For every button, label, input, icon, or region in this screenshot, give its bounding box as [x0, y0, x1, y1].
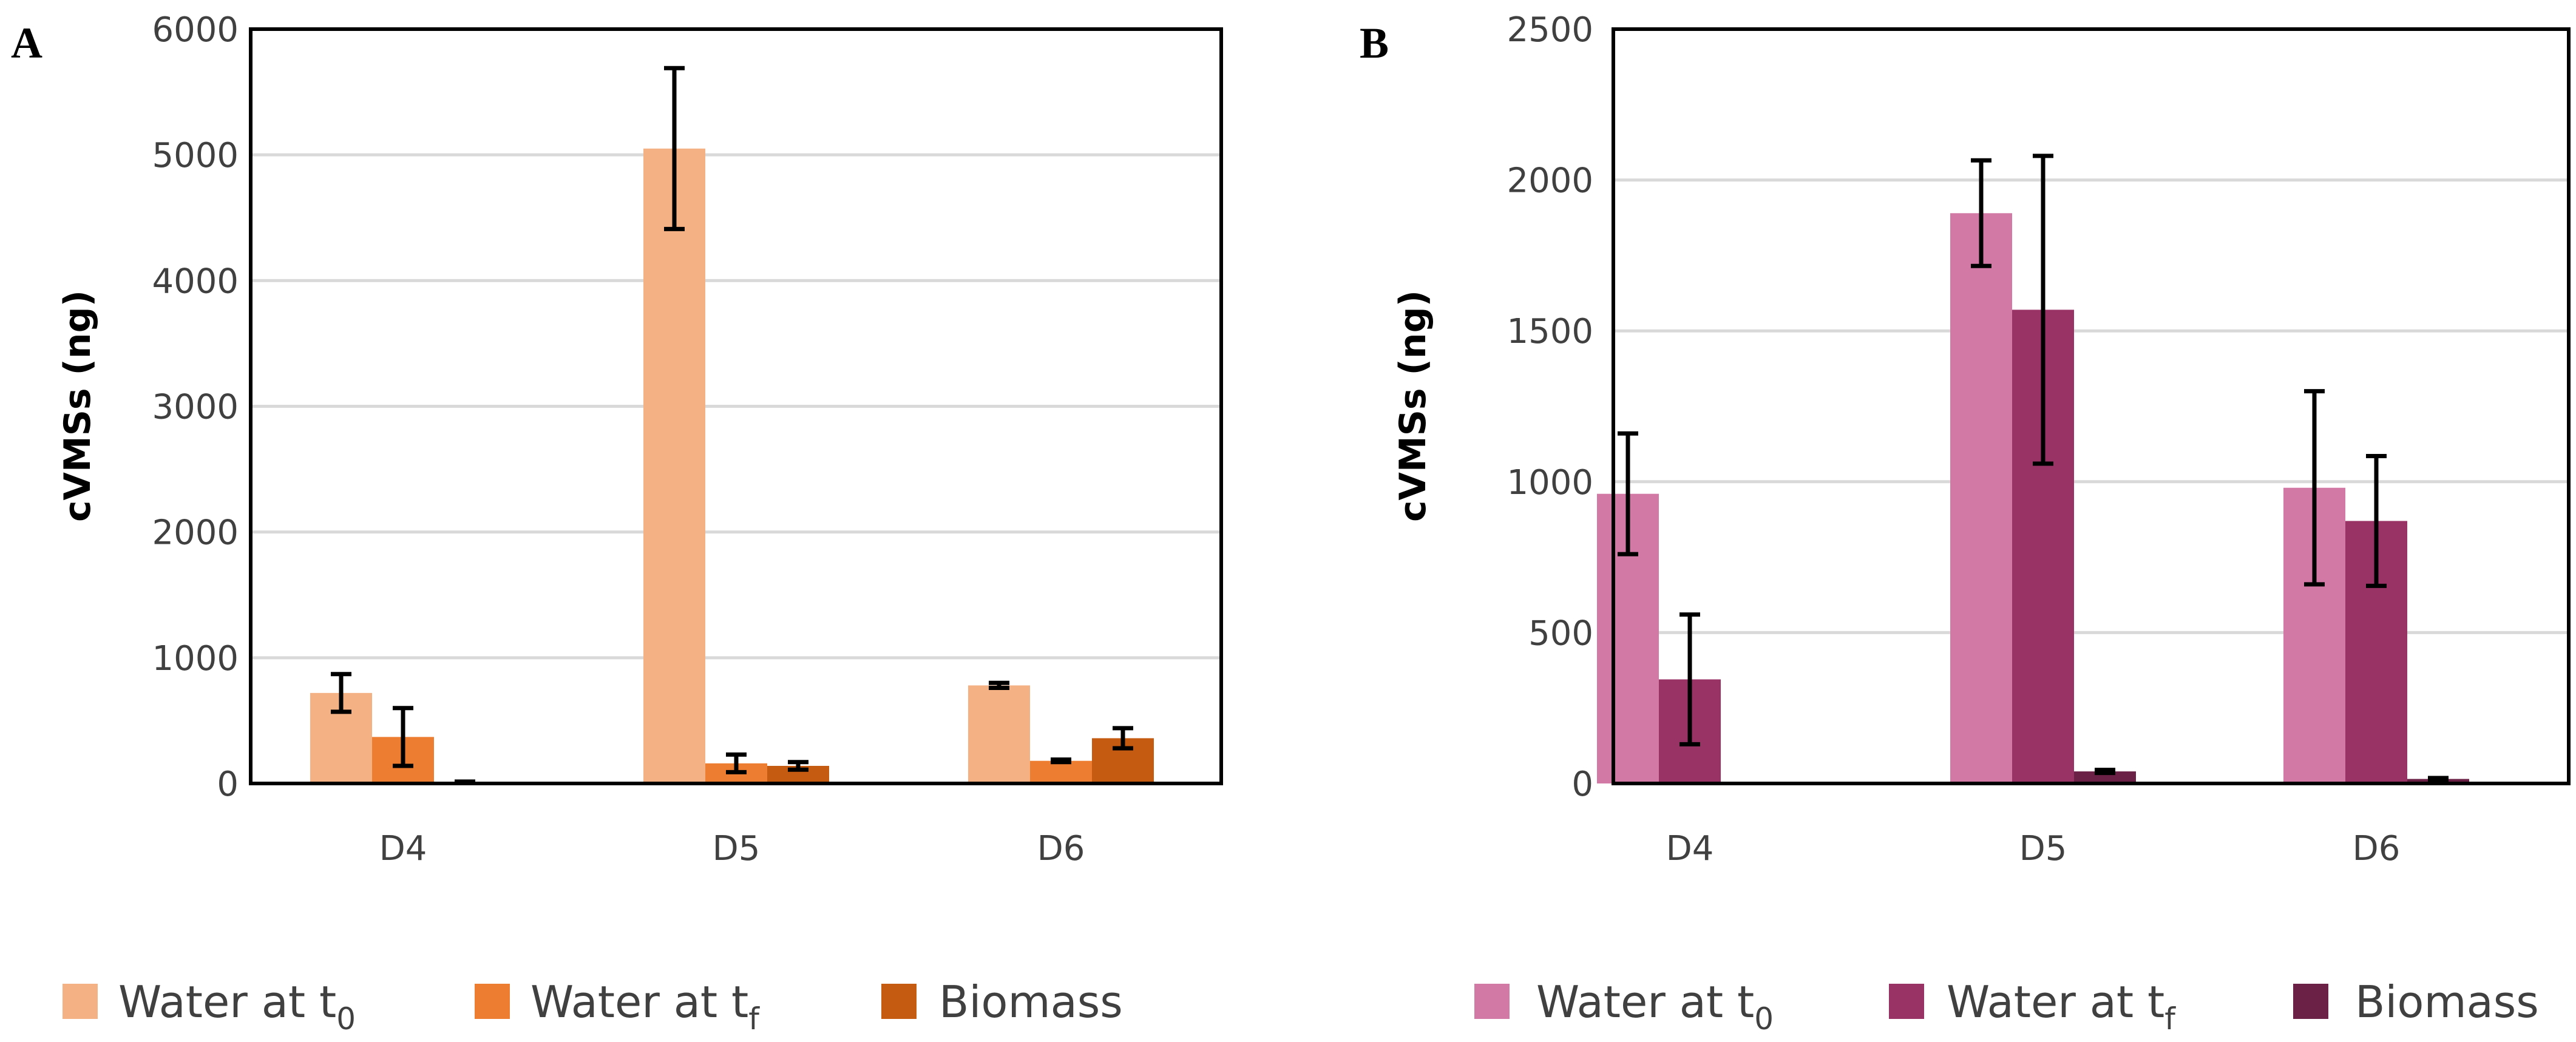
chart-a-y-tick-label: 0 — [217, 765, 239, 804]
chart-b-legend-label: Water at tf — [1947, 976, 2176, 1037]
chart-a-legend-label: Biomass — [939, 976, 1123, 1027]
chart-a-bar — [643, 148, 705, 783]
chart-b-gridlines — [1613, 178, 2569, 634]
chart-a-legend-swatch — [63, 984, 98, 1019]
chart-b-x-tick-label: D6 — [2353, 829, 2401, 868]
chart-b-y-tick-label: 500 — [1528, 614, 1593, 653]
chart-a-x-tick-label: D4 — [379, 829, 427, 868]
chart-b-legend-subscript: 0 — [1754, 1001, 1774, 1037]
chart-b-legend-label: Water at t0 — [1536, 976, 1774, 1037]
chart-b-y-tick-label: 2000 — [1507, 161, 1593, 201]
chart-b-y-tick-label: 1000 — [1507, 463, 1593, 502]
chart-a-error-bar — [393, 706, 413, 768]
chart-b-error-bars — [1618, 154, 2449, 782]
chart-a-y-tick-label: 2000 — [152, 513, 239, 553]
chart-b-error-bar — [1618, 431, 1638, 557]
chart-a-y-axis-title: cVMSs (ng) — [56, 290, 99, 522]
chart-a-panel-label: A — [11, 19, 42, 67]
chart-b-y-ticks: 0 500 1000 1500 2000 2500 — [1507, 10, 1593, 804]
chart-a-legend-swatch — [475, 984, 510, 1019]
chart-b-error-bar — [2033, 154, 2053, 466]
chart-a-bar — [1030, 760, 1092, 783]
chart-a-bar — [968, 685, 1030, 783]
chart-a-error-bar — [331, 672, 351, 714]
chart-b-legend-swatch — [1889, 984, 1924, 1019]
chart-a-legend-name: Water at t — [530, 976, 748, 1027]
chart-b-error-bar — [2366, 454, 2387, 588]
chart-b-bar — [1950, 213, 2012, 783]
chart-b-x-tick-label: D4 — [1666, 829, 1714, 868]
chart-b-error-bar — [2095, 768, 2115, 776]
chart-b-legend-name: Biomass — [2355, 976, 2539, 1027]
chart-a-error-bar — [1113, 726, 1133, 751]
chart-a-legend-swatch — [881, 984, 917, 1019]
chart-b-legend-label: Biomass — [2355, 976, 2539, 1027]
chart-a-legend-name: Biomass — [939, 976, 1123, 1027]
chart-b-legend-swatch — [2293, 984, 2328, 1019]
chart-a-legend-name: Water at t — [118, 976, 336, 1027]
chart-a-y-ticks: 0 1000 2000 3000 4000 5000 6000 — [152, 10, 239, 804]
chart-a-bars — [310, 148, 1154, 783]
chart-b-legend-subscript: f — [2164, 1001, 2176, 1037]
chart-a-y-tick-label: 4000 — [152, 262, 239, 301]
chart-b: B 0 500 1000 1500 2000 2500 D4 D5 D6 cVMSs (ng)… — [1288, 0, 2576, 1042]
chart-a-y-tick-label: 5000 — [152, 136, 239, 175]
chart-a: A 0 1000 2000 3000 4000 5000 6000 D4 D5 D6 cVMSs… — [11, 10, 1223, 1037]
chart-b-y-axis-title: cVMSs (ng) — [1392, 290, 1434, 522]
chart-a-legend-subscript: 0 — [336, 1001, 356, 1037]
chart-a-error-bar — [726, 752, 747, 774]
chart-b-legend-name: Water at t — [1536, 976, 1754, 1027]
chart-b-legend-name: Water at t — [1947, 976, 2164, 1027]
chart-a-x-ticks: D4 D5 D6 — [379, 829, 1085, 868]
chart-b-x-ticks: D4 D5 D6 — [1666, 829, 2401, 868]
chart-a-y-tick-label: 3000 — [152, 388, 239, 427]
chart-a-x-tick-label: D6 — [1037, 829, 1085, 868]
chart-b-error-bar — [2304, 389, 2325, 587]
chart-a-error-bar — [989, 680, 1009, 691]
chart-a-error-bars — [331, 66, 1133, 785]
chart-a-error-bar — [664, 66, 685, 231]
chart-b-y-tick-label: 1500 — [1507, 312, 1593, 351]
chart-b-bar — [2074, 771, 2136, 783]
chart-b-error-bar — [2428, 776, 2449, 782]
chart-b-legend: Water at t0 Water at tf Biomass — [1474, 976, 2539, 1037]
chart-b-panel-label: B — [1360, 19, 1389, 67]
chart-a-x-tick-label: D5 — [713, 829, 761, 868]
chart-a-legend-subscript: f — [748, 1001, 760, 1037]
chart-b-y-tick-label: 0 — [1571, 765, 1593, 804]
chart-a-error-bar — [1051, 757, 1071, 765]
chart-a-legend-label: Water at t0 — [118, 976, 356, 1037]
chart-a-gridlines — [251, 153, 1221, 660]
chart-a-legend-label: Water at tf — [530, 976, 760, 1037]
chart-a-error-bar — [788, 760, 808, 772]
chart-b-y-tick-label: 2500 — [1507, 10, 1593, 50]
chart-b-legend-swatch — [1474, 984, 1510, 1019]
chart-a-legend: Water at t0 Water at tf Biomass — [63, 976, 1123, 1037]
chart-a-y-tick-label: 6000 — [152, 10, 239, 50]
chart-b-error-bar — [1971, 158, 1991, 268]
chart-b-x-tick-label: D5 — [2019, 829, 2067, 868]
chart-a-y-tick-label: 1000 — [152, 639, 239, 678]
chart-b-error-bar — [1679, 612, 1700, 746]
